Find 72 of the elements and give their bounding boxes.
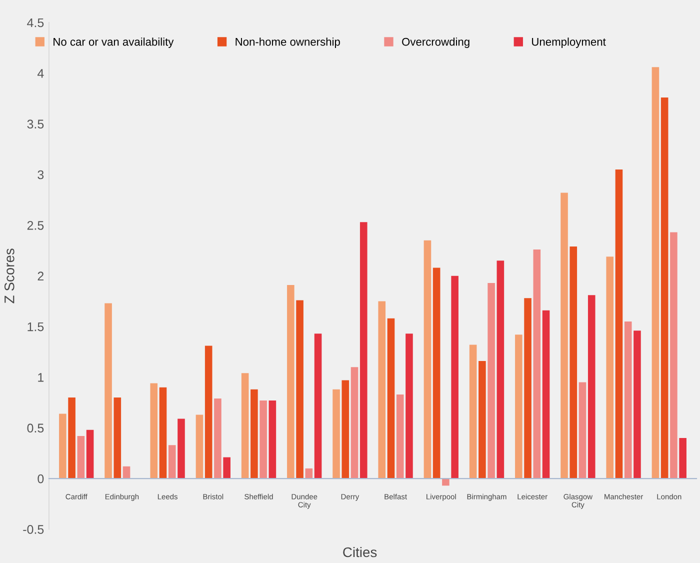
- y-tick-label: 2: [38, 272, 44, 280]
- bar: [204, 346, 212, 479]
- bar: [387, 318, 395, 479]
- x-axis-title: Cities: [343, 546, 377, 558]
- bar: [268, 400, 276, 479]
- y-tick-label: 0: [38, 474, 44, 484]
- legend-label: Unemployment: [532, 38, 606, 48]
- bar: [178, 418, 185, 479]
- bar: [615, 169, 623, 479]
- bar: [588, 295, 596, 479]
- y-axis-title: Z Scores: [4, 248, 14, 304]
- bar: [560, 192, 568, 479]
- bar: [214, 398, 222, 479]
- legend-label: No car or van availability: [54, 38, 174, 48]
- y-tick-label: 0.5: [27, 424, 44, 433]
- bar: [196, 414, 204, 479]
- bar: [396, 394, 404, 479]
- bar: [342, 380, 350, 479]
- bar: [223, 457, 230, 479]
- bar: [68, 397, 76, 479]
- bar: [670, 232, 678, 479]
- bar: [524, 298, 532, 479]
- bar: [660, 98, 668, 479]
- y-tick-label: 2.5: [27, 221, 44, 230]
- bar: [168, 445, 176, 479]
- bar: [114, 397, 122, 479]
- bar: [122, 466, 130, 479]
- bar: [496, 260, 504, 479]
- bar: [606, 256, 614, 479]
- y-tick-label: -0.5: [23, 525, 44, 534]
- bar: [332, 389, 340, 479]
- bar: [533, 250, 541, 479]
- bar: [488, 282, 495, 479]
- bar: [104, 303, 112, 479]
- bar: [652, 67, 660, 479]
- bar: [250, 389, 258, 479]
- y-tick-label: 1.5: [28, 322, 44, 332]
- bar: [624, 321, 632, 479]
- bar: [578, 382, 586, 479]
- bar: [314, 334, 322, 479]
- y-tick-label: 3.5: [27, 120, 44, 129]
- bar: [478, 360, 486, 479]
- bar: [350, 367, 358, 479]
- bar: [424, 240, 432, 479]
- y-tick-label: 4: [37, 69, 44, 78]
- bar: [287, 284, 294, 479]
- bar: [59, 414, 66, 479]
- bar: [305, 468, 313, 479]
- bar: [570, 246, 578, 479]
- bar: [296, 300, 304, 479]
- bar: [159, 387, 167, 479]
- bar: [469, 344, 477, 479]
- bar: [86, 430, 94, 479]
- y-tick-label: 4.5: [27, 18, 44, 28]
- y-tick-label: 1: [38, 373, 44, 382]
- bar: [77, 436, 85, 479]
- legend-label: Overcrowding: [402, 38, 470, 48]
- bar: [432, 268, 440, 479]
- bar: [451, 276, 458, 479]
- bar: [542, 310, 550, 479]
- bar: [241, 373, 249, 479]
- bar: [634, 330, 641, 479]
- bar: [442, 478, 450, 486]
- bar: [679, 438, 686, 479]
- y-tick-label: 3: [38, 170, 44, 180]
- bar: [260, 400, 267, 479]
- bar: [378, 301, 386, 479]
- bar: [406, 334, 413, 479]
- bar: [515, 334, 522, 479]
- bar: [150, 383, 158, 479]
- bar: [360, 222, 368, 479]
- legend-label: Non-home ownership: [236, 38, 340, 48]
